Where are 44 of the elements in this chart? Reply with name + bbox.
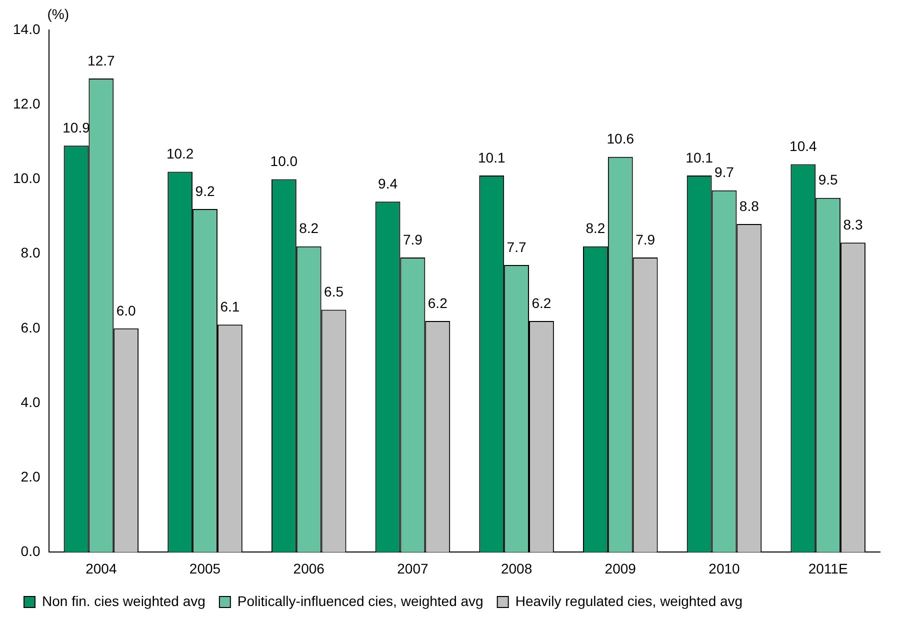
y-tick-label: 6.0 — [20, 319, 40, 336]
data-label: 8.2 — [586, 220, 606, 236]
y-tick-label: 12.0 — [13, 95, 40, 112]
y-tick-label: 10.0 — [13, 170, 40, 186]
data-label: 8.8 — [739, 198, 760, 214]
data-label: 10.9 — [62, 119, 90, 136]
x-tick-label: 2011E — [808, 560, 848, 576]
data-label: 7.7 — [506, 238, 526, 255]
data-label: 10.4 — [790, 138, 817, 154]
data-label: 10.1 — [686, 149, 714, 166]
data-label: 6.2 — [428, 294, 448, 311]
x-tick-label: 2007 — [397, 560, 428, 576]
legend-label: Non fin. cies weighted avg — [42, 592, 206, 609]
x-tick-label: 2004 — [86, 560, 117, 576]
data-label: 8.2 — [299, 220, 319, 236]
x-tick-label: 2008 — [500, 560, 532, 576]
data-label: 6.0 — [116, 302, 136, 318]
data-label: 10.1 — [478, 149, 506, 166]
legend-label: Politically-influenced cies, weighted avg — [237, 592, 484, 609]
x-tick-label: 2009 — [604, 560, 636, 576]
data-label: 6.1 — [220, 298, 240, 315]
data-label: 8.3 — [843, 216, 863, 232]
x-tick-label: 2010 — [708, 560, 740, 576]
y-tick-label: 2.0 — [20, 468, 40, 484]
legend-label: Heavily regulated cies, weighted avg — [515, 592, 743, 609]
data-label: 9.4 — [378, 175, 398, 192]
data-label: 6.5 — [324, 284, 344, 300]
data-label: 10.0 — [270, 153, 298, 170]
data-label: 12.7 — [88, 52, 116, 68]
data-label: 7.9 — [636, 231, 656, 248]
data-label: 6.2 — [532, 294, 552, 311]
y-tick-label: 4.0 — [20, 394, 40, 410]
x-tick-label: 2006 — [293, 560, 325, 576]
x-tick-label: 2005 — [189, 560, 221, 576]
y-axis-title: (%) — [47, 6, 70, 22]
data-label: 9.2 — [195, 182, 215, 199]
data-label: 10.6 — [606, 130, 634, 147]
y-tick-label: 8.0 — [20, 244, 40, 261]
data-label: 10.2 — [166, 146, 194, 162]
y-tick-label: 14.0 — [13, 20, 40, 37]
data-label: 9.5 — [818, 172, 838, 188]
data-label: 9.7 — [714, 164, 734, 180]
y-tick-label: 0.0 — [20, 543, 40, 560]
data-label: 7.9 — [402, 231, 423, 248]
